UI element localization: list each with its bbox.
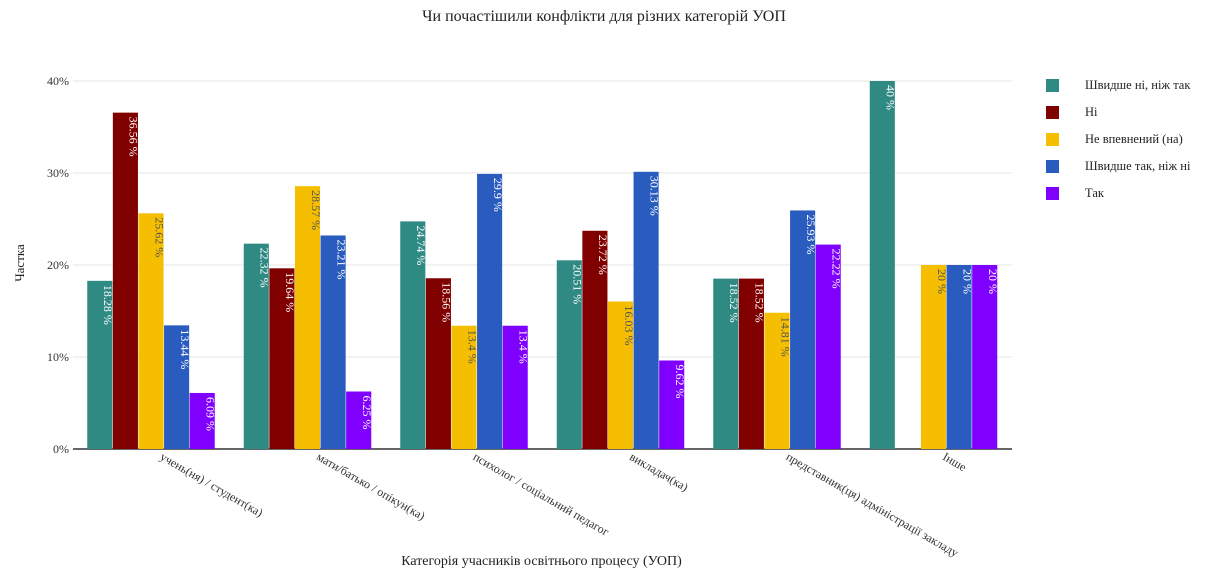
bar [112,112,138,449]
x-tick-label: представник(ця) адміністрації закладу [784,449,961,559]
bar [400,221,426,449]
legend-swatch [1046,160,1059,173]
bar [713,278,739,449]
bar [815,244,841,449]
x-tick-label: Інше [940,449,969,474]
bar [189,392,215,449]
bar-data-label: 29.9 % [491,178,505,212]
y-axis-label: Частка [12,244,27,282]
bar-data-label: 18.52 % [727,283,741,323]
bar [164,325,190,449]
legend: Швидше ні, ніж так Ні Не впевнений (на) Шви… [1046,72,1190,207]
bar-data-label: 25.62 % [152,217,166,257]
bar-data-label: 22.32 % [258,248,272,288]
bar-data-label: 20 % [960,269,974,294]
bar [920,265,947,449]
legend-label: Швидше ні, ніж так [1085,78,1191,92]
bar [451,325,477,449]
bar [320,235,346,449]
bar-data-label: 28.57 % [309,190,323,230]
bar [477,173,503,450]
chart-title: Чи почастішили конфлікти для різних кате… [422,8,786,25]
bar-data-label: 13.44 % [178,329,192,369]
bar [607,301,634,449]
bar-data-label: 9.62 % [673,364,687,398]
bar-data-label: 30.13 % [647,176,661,216]
bar-data-label: 13.4 % [516,330,530,364]
bar [633,171,659,449]
bar-data-label: 14.81 % [778,317,792,357]
bar-data-label: 19.64 % [283,272,297,312]
bar-data-label: 20 % [986,269,1000,294]
bar-data-label: 18.52 % [753,283,767,323]
bar-data-label: 23.72 % [596,235,610,275]
x-tick-label: викладач(ка) [627,449,690,494]
y-tick-label: 40% [47,74,69,88]
y-tick-label: 30% [47,166,69,180]
legend-label: Ні [1085,105,1098,119]
bar [582,230,608,449]
bar [790,210,816,449]
x-tick-label: мати/батько / опікун(ка) [314,449,427,522]
legend-swatch [1046,79,1059,92]
bar-data-label: 6.25 % [360,396,374,430]
bar [243,243,269,449]
bar [138,213,164,449]
legend-item: Швидше ні, ніж так [1046,72,1190,99]
bar-data-label: 16.03 % [622,306,636,346]
bar-data-label: 25.93 % [804,214,818,254]
bar [946,265,972,449]
y-tick-label: 10% [47,350,69,364]
legend-item: Не впевнений (на) [1046,126,1190,153]
bar [502,325,528,449]
legend-swatch [1046,106,1059,119]
y-tick-label: 20% [47,258,69,272]
bar [738,278,764,449]
bar [869,81,895,449]
bar [659,360,685,449]
bar [294,186,321,449]
bar-data-label: 23.21 % [334,239,348,279]
x-tick-label: психолог / соціальний педагог [471,449,612,538]
bar-data-label: 36.56 % [127,117,141,157]
bar [269,268,295,449]
legend-swatch [1046,133,1059,146]
bar [556,260,582,449]
bar-data-label: 40 % [884,85,898,110]
legend-item: Швидше так, ніж ні [1046,153,1190,180]
legend-item: Так [1046,180,1190,207]
bar [425,278,451,449]
bar-data-label: 13.4 % [465,330,479,364]
bar-data-label: 20 % [935,269,949,294]
bar-data-label: 20.51 % [571,264,585,304]
x-axis-label: Категорія учасників освітнього процесу (… [401,554,682,569]
bar [87,280,113,449]
bar [764,312,790,449]
bar-data-label: 24.74 % [414,225,428,265]
legend-item: Ні [1046,99,1190,126]
y-tick-label: 0% [53,442,69,456]
legend-label: Швидше так, ніж ні [1085,159,1191,173]
legend-label: Так [1085,186,1104,200]
bar [972,265,998,449]
bar [346,391,372,449]
legend-swatch [1046,187,1059,200]
bar-data-label: 18.28 % [101,285,115,325]
x-tick-label: учень(ня) / студент(ка) [158,449,266,519]
bar-data-label: 18.56 % [440,282,454,322]
legend-label: Не впевнений (на) [1085,132,1183,146]
bar-data-label: 22.22 % [829,249,843,289]
bar-data-label: 6.09 % [203,397,217,431]
